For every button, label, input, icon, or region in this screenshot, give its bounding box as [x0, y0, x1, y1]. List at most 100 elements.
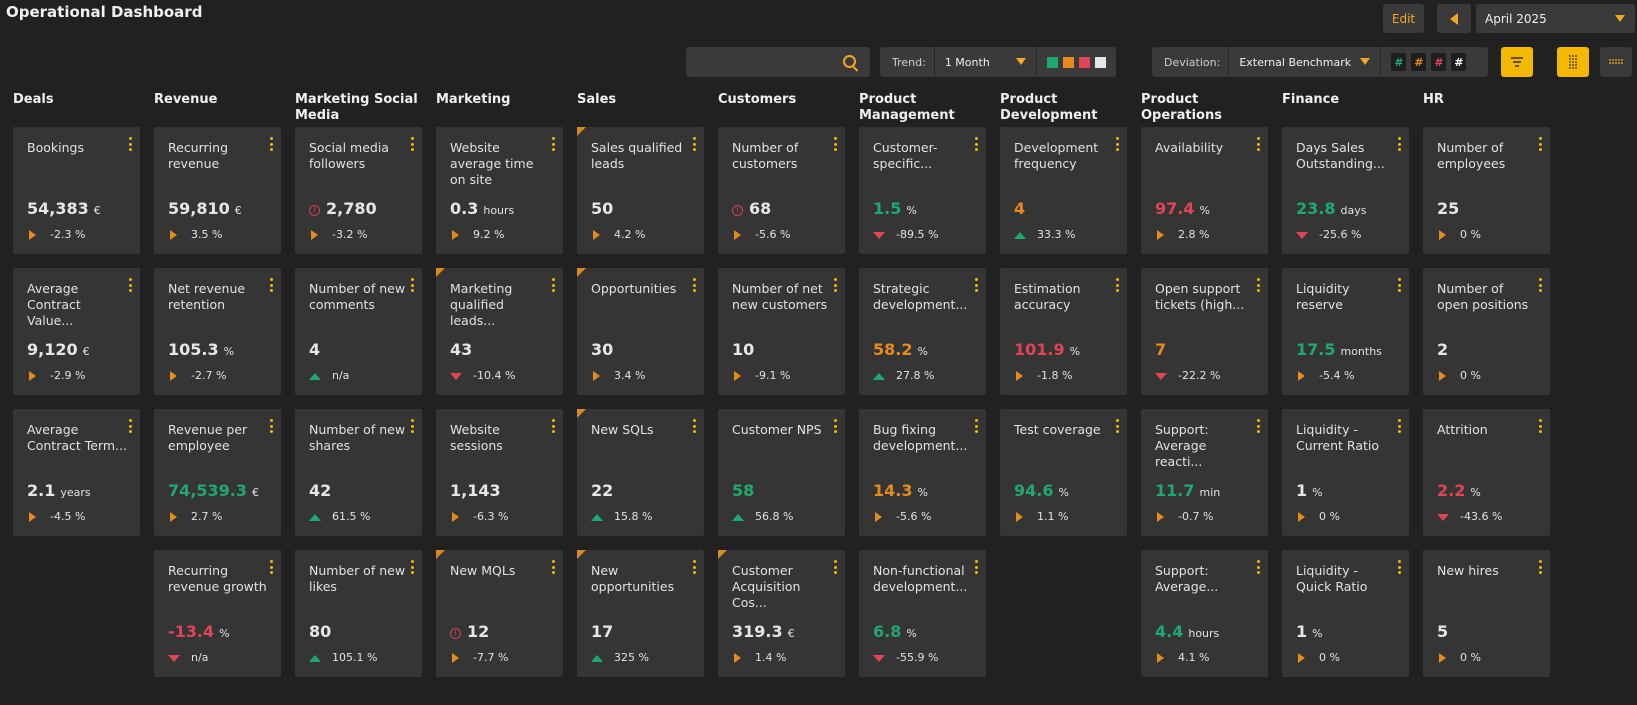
kebab-menu-icon[interactable] — [128, 278, 132, 292]
kebab-menu-icon[interactable] — [269, 419, 273, 433]
kebab-menu-icon[interactable] — [974, 137, 978, 151]
kebab-menu-icon[interactable] — [1397, 560, 1401, 574]
kpi-card[interactable]: Number of open positions 2 0 % — [1423, 268, 1550, 395]
kebab-menu-icon[interactable] — [551, 560, 555, 574]
kpi-card[interactable]: Non-functional development... 6.8% -55.9 % — [859, 550, 986, 677]
column-view-button[interactable] — [1557, 47, 1589, 77]
kpi-card[interactable]: Number of new likes 80 105.1 % — [295, 550, 422, 677]
kebab-menu-icon[interactable] — [1397, 419, 1401, 433]
trend-select[interactable]: 1 Month — [935, 47, 1037, 77]
kpi-card[interactable]: Test coverage 94.6% 1.1 % — [1000, 409, 1127, 536]
kpi-card[interactable]: Social media followers! 2,780 -3.2 % — [295, 127, 422, 254]
kebab-menu-icon[interactable] — [974, 278, 978, 292]
kpi-card[interactable]: Bug fixing development... 14.3% -5.6 % — [859, 409, 986, 536]
row-view-button[interactable] — [1600, 47, 1632, 77]
kpi-card[interactable]: Number of new shares 42 61.5 % — [295, 409, 422, 536]
kpi-card[interactable]: Average Contract Value... 9,120 € -2.9 % — [13, 268, 140, 395]
kpi-card[interactable]: Strategic development... 58.2% 27.8 % — [859, 268, 986, 395]
kpi-card[interactable]: Availability 97.4% 2.8 % — [1141, 127, 1268, 254]
kpi-card[interactable]: Support: Average reacti... 11.7 min -0.7 % — [1141, 409, 1268, 536]
kebab-menu-icon[interactable] — [410, 137, 414, 151]
kebab-menu-icon[interactable] — [692, 419, 696, 433]
kebab-menu-icon[interactable] — [1115, 278, 1119, 292]
kebab-menu-icon[interactable] — [692, 278, 696, 292]
edit-button[interactable]: Edit — [1383, 4, 1424, 33]
kebab-menu-icon[interactable] — [551, 419, 555, 433]
kebab-menu-icon[interactable] — [1115, 137, 1119, 151]
kebab-menu-icon[interactable] — [1256, 278, 1260, 292]
deviation-hash-toggle[interactable]: # — [1411, 53, 1427, 71]
kpi-card[interactable]: Average Contract Term... 2.1 years -4.5 % — [13, 409, 140, 536]
kpi-card[interactable]: Website sessions 1,143 -6.3 % — [436, 409, 563, 536]
kpi-card[interactable]: New hires 5 0 % — [1423, 550, 1550, 677]
kpi-card[interactable]: Development frequency 4 33.3 % — [1000, 127, 1127, 254]
kebab-menu-icon[interactable] — [833, 560, 837, 574]
kpi-card[interactable]: Bookings 54,383 € -2.3 % — [13, 127, 140, 254]
kpi-card[interactable]: Liquidity reserve 17.5 months -5.4 % — [1282, 268, 1409, 395]
kpi-card[interactable]: Website average time on site 0.3 hours 9.2 … — [436, 127, 563, 254]
deviation-hash-toggle[interactable]: # — [1431, 53, 1447, 71]
kpi-card[interactable]: Support: Average... 4.4 hours 4.1 % — [1141, 550, 1268, 677]
kebab-menu-icon[interactable] — [1256, 137, 1260, 151]
kpi-card[interactable]: Customer NPS 58 56.8 % — [718, 409, 845, 536]
kpi-card[interactable]: Customer-specific... 1.5% -89.5 % — [859, 127, 986, 254]
color-swatch[interactable] — [1063, 56, 1074, 68]
kpi-card[interactable]: Recurring revenue growth -13.4% n/a — [154, 550, 281, 677]
kebab-menu-icon[interactable] — [128, 137, 132, 151]
kebab-menu-icon[interactable] — [1538, 419, 1542, 433]
kebab-menu-icon[interactable] — [1256, 419, 1260, 433]
kpi-card[interactable]: Revenue per employee 74,539.3 €2.7 % — [154, 409, 281, 536]
kpi-card[interactable]: Recurring revenue 59,810 €3.5 % — [154, 127, 281, 254]
deviation-color-legend[interactable]: # # # # — [1381, 53, 1476, 71]
deviation-select[interactable]: External Benchmark — [1229, 47, 1382, 77]
kebab-menu-icon[interactable] — [1115, 419, 1119, 433]
kebab-menu-icon[interactable] — [1538, 278, 1542, 292]
kebab-menu-icon[interactable] — [269, 278, 273, 292]
kebab-menu-icon[interactable] — [269, 137, 273, 151]
kebab-menu-icon[interactable] — [692, 137, 696, 151]
kebab-menu-icon[interactable] — [833, 419, 837, 433]
kebab-menu-icon[interactable] — [1397, 137, 1401, 151]
color-swatch[interactable] — [1095, 56, 1106, 68]
kpi-card[interactable]: Number of net new customers 10 -9.1 % — [718, 268, 845, 395]
kebab-menu-icon[interactable] — [1538, 137, 1542, 151]
kpi-card[interactable]: Liquidity - Current Ratio 1% 0 % — [1282, 409, 1409, 536]
kpi-card[interactable]: New opportunities 17 325 % — [577, 550, 704, 677]
search-input[interactable] — [686, 47, 870, 77]
kebab-menu-icon[interactable] — [1397, 278, 1401, 292]
filter-button[interactable] — [1501, 47, 1533, 77]
kebab-menu-icon[interactable] — [551, 137, 555, 151]
kebab-menu-icon[interactable] — [410, 560, 414, 574]
kpi-card[interactable]: Net revenue retention 105.3% -2.7 % — [154, 268, 281, 395]
kebab-menu-icon[interactable] — [1256, 560, 1260, 574]
deviation-hash-toggle[interactable]: # — [1391, 53, 1407, 71]
kebab-menu-icon[interactable] — [410, 419, 414, 433]
kpi-card[interactable]: Number of employees 25 0 % — [1423, 127, 1550, 254]
kebab-menu-icon[interactable] — [269, 560, 273, 574]
previous-month-button[interactable] — [1437, 4, 1471, 33]
kebab-menu-icon[interactable] — [551, 278, 555, 292]
kebab-menu-icon[interactable] — [974, 560, 978, 574]
kpi-card[interactable]: Customer Acquisition Cos... 319.3 €1.4 % — [718, 550, 845, 677]
kebab-menu-icon[interactable] — [833, 278, 837, 292]
kpi-card[interactable]: Number of new comments 4 n/a — [295, 268, 422, 395]
kpi-card[interactable]: Marketing qualified leads... 43 -10.4 % — [436, 268, 563, 395]
kpi-card[interactable]: Days Sales Outstanding... 23.8 days -25.6 % — [1282, 127, 1409, 254]
kebab-menu-icon[interactable] — [128, 419, 132, 433]
trend-color-legend[interactable] — [1037, 56, 1116, 68]
kebab-menu-icon[interactable] — [410, 278, 414, 292]
kpi-card[interactable]: Opportunities 30 3.4 % — [577, 268, 704, 395]
color-swatch[interactable] — [1047, 56, 1058, 68]
kpi-card[interactable]: Open support tickets (high... 7 -22.2 % — [1141, 268, 1268, 395]
kpi-card[interactable]: New MQLs! 12 -7.7 % — [436, 550, 563, 677]
kebab-menu-icon[interactable] — [833, 137, 837, 151]
kebab-menu-icon[interactable] — [974, 419, 978, 433]
kpi-card[interactable]: Liquidity - Quick Ratio 1% 0 % — [1282, 550, 1409, 677]
color-swatch[interactable] — [1079, 56, 1090, 68]
kebab-menu-icon[interactable] — [1538, 560, 1542, 574]
kpi-card[interactable]: Attrition 2.2% -43.6 % — [1423, 409, 1550, 536]
kpi-card[interactable]: Sales qualified leads 50 4.2 % — [577, 127, 704, 254]
kpi-card[interactable]: New SQLs 22 15.8 % — [577, 409, 704, 536]
kebab-menu-icon[interactable] — [692, 560, 696, 574]
deviation-hash-toggle[interactable]: # — [1451, 53, 1467, 71]
